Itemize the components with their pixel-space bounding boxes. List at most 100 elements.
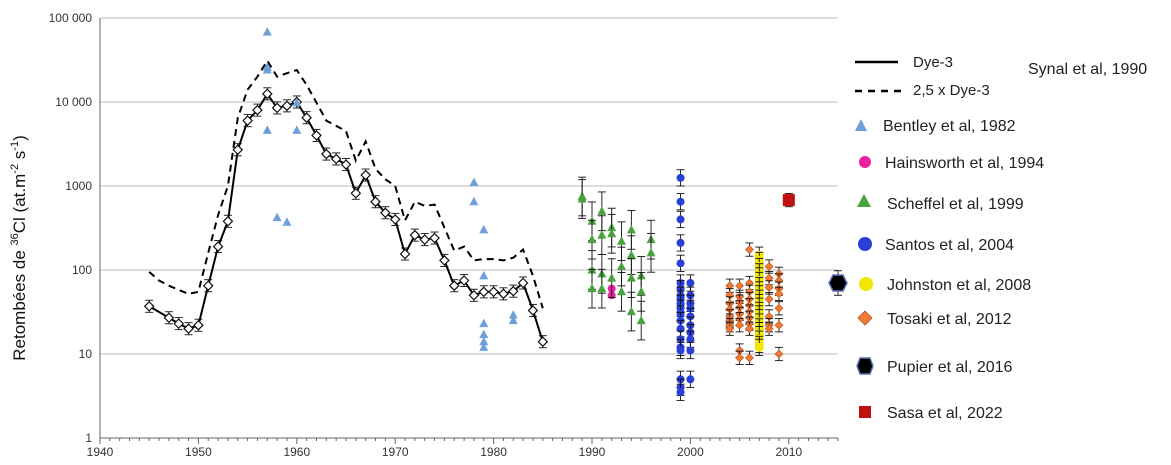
legend-swatch-sasa xyxy=(859,406,871,418)
series-4-point xyxy=(636,286,646,296)
series-0-point xyxy=(261,88,273,100)
series-7-point xyxy=(745,353,754,363)
series-0-point xyxy=(409,229,421,241)
series-0-point xyxy=(360,169,372,181)
series-5-point xyxy=(676,197,685,206)
series-4-point xyxy=(617,286,627,296)
series-4-point xyxy=(577,194,587,203)
legend-label-scheffel: Scheffel et al, 1999 xyxy=(887,196,1024,213)
legend-swatch-scheffel xyxy=(857,194,871,207)
series-4-point xyxy=(626,273,636,282)
x-tick-label: 1970 xyxy=(382,445,409,459)
series-0-point xyxy=(212,241,224,252)
legend-swatch-tosaki xyxy=(857,310,873,326)
legend-label-pupier: Pupier et al, 2016 xyxy=(887,359,1013,376)
series-0-point xyxy=(311,130,322,141)
series-0-point xyxy=(301,112,312,124)
x-tick-label: 1950 xyxy=(185,445,212,459)
series-2-point xyxy=(508,310,518,319)
series-4-point xyxy=(597,230,607,239)
x-tick-label: 1980 xyxy=(480,445,507,459)
series-0-line xyxy=(148,92,544,342)
y-tick-label: 1000 xyxy=(65,179,92,193)
series-7-point xyxy=(774,303,784,313)
series-0-point xyxy=(389,214,401,225)
series-2-point xyxy=(262,27,272,36)
grid-lines xyxy=(100,17,838,439)
legend-label-sasa: Sasa et al, 2022 xyxy=(887,405,1003,422)
series-4-point xyxy=(617,236,627,245)
series-4-point xyxy=(617,261,627,271)
series-5-point xyxy=(686,335,695,344)
series-4-point xyxy=(587,234,597,244)
series-5-point xyxy=(676,346,685,355)
legend-label-dye3-scaled: 2,5 x Dye-3 xyxy=(913,82,990,99)
series-0-point xyxy=(498,288,509,300)
x-tick-labels: 1940 1950 1960 1970 1980 1990 2000 2010 xyxy=(87,445,803,459)
series-0-point xyxy=(380,207,391,219)
y-axis-label: Retombées de 36Cl (at.m-2 s-1) xyxy=(9,135,29,361)
x-tick-label: 1960 xyxy=(283,445,310,459)
series-4-point xyxy=(646,247,656,257)
y-tick-label: 100 xyxy=(72,263,92,277)
legend-swatch-hainsworth xyxy=(859,156,871,168)
series-2-point xyxy=(479,336,489,346)
y-tick-label: 100 000 xyxy=(49,11,93,25)
series-7-point xyxy=(774,320,784,330)
series-5-point xyxy=(686,346,695,355)
legend-label-hainsworth: Hainsworth et al, 1994 xyxy=(885,155,1044,172)
series-2-point xyxy=(469,177,479,187)
series-7-point xyxy=(764,262,774,271)
series-4-point xyxy=(626,224,636,234)
series-0-point xyxy=(517,277,529,289)
y-tick-label: 1 xyxy=(85,431,92,445)
series-0-point xyxy=(143,300,155,312)
series-4-point xyxy=(626,306,636,316)
series-0-point xyxy=(448,280,460,292)
series-7-point xyxy=(774,289,784,299)
series-2-point xyxy=(479,270,489,280)
series-0-point xyxy=(163,312,175,324)
series-2-point xyxy=(292,97,302,107)
series-0-point xyxy=(458,275,470,286)
series-9-point xyxy=(782,194,795,207)
series-2-point xyxy=(272,212,282,222)
series-0-point xyxy=(252,104,263,116)
series-2-point xyxy=(469,196,479,206)
series-5-point xyxy=(676,388,685,397)
legend-label-dye3: Dye-3 xyxy=(913,54,953,71)
series-0-point xyxy=(330,153,342,165)
series-7-point xyxy=(764,324,774,334)
series-0-point xyxy=(439,255,450,266)
series-7-point xyxy=(725,324,735,334)
series-0-point xyxy=(271,102,283,114)
series-2-point xyxy=(479,224,489,234)
legend-label-tosaki: Tosaki et al, 2012 xyxy=(887,311,1012,328)
series-0-point xyxy=(320,148,332,160)
series-7-point xyxy=(735,281,745,291)
series-4-point xyxy=(597,206,607,215)
series-5-point xyxy=(676,259,685,268)
series-7-point xyxy=(764,283,774,292)
series-2-point xyxy=(262,125,272,134)
series-5-point xyxy=(686,279,695,288)
series-2-point xyxy=(479,342,489,351)
series-0-point xyxy=(281,100,293,112)
series-0-point xyxy=(537,336,549,348)
series-0-point xyxy=(429,232,440,244)
series-4-point xyxy=(626,250,636,259)
series-2-point xyxy=(479,318,489,328)
series-0-point xyxy=(419,234,431,245)
y-tick-labels: 1 10 100 1000 10 000 100 000 xyxy=(49,11,93,445)
series-0-point xyxy=(183,323,194,335)
series-4-point xyxy=(607,273,617,282)
series-5-point xyxy=(686,375,695,384)
legend-swatch-pupier xyxy=(856,357,874,375)
y-tick-label: 10 000 xyxy=(55,95,92,109)
series-2-point xyxy=(508,315,518,325)
series-4-point xyxy=(636,315,646,325)
series-4-point xyxy=(607,228,617,238)
series-2-point xyxy=(479,329,489,339)
x-tick-label: 2010 xyxy=(775,445,802,459)
